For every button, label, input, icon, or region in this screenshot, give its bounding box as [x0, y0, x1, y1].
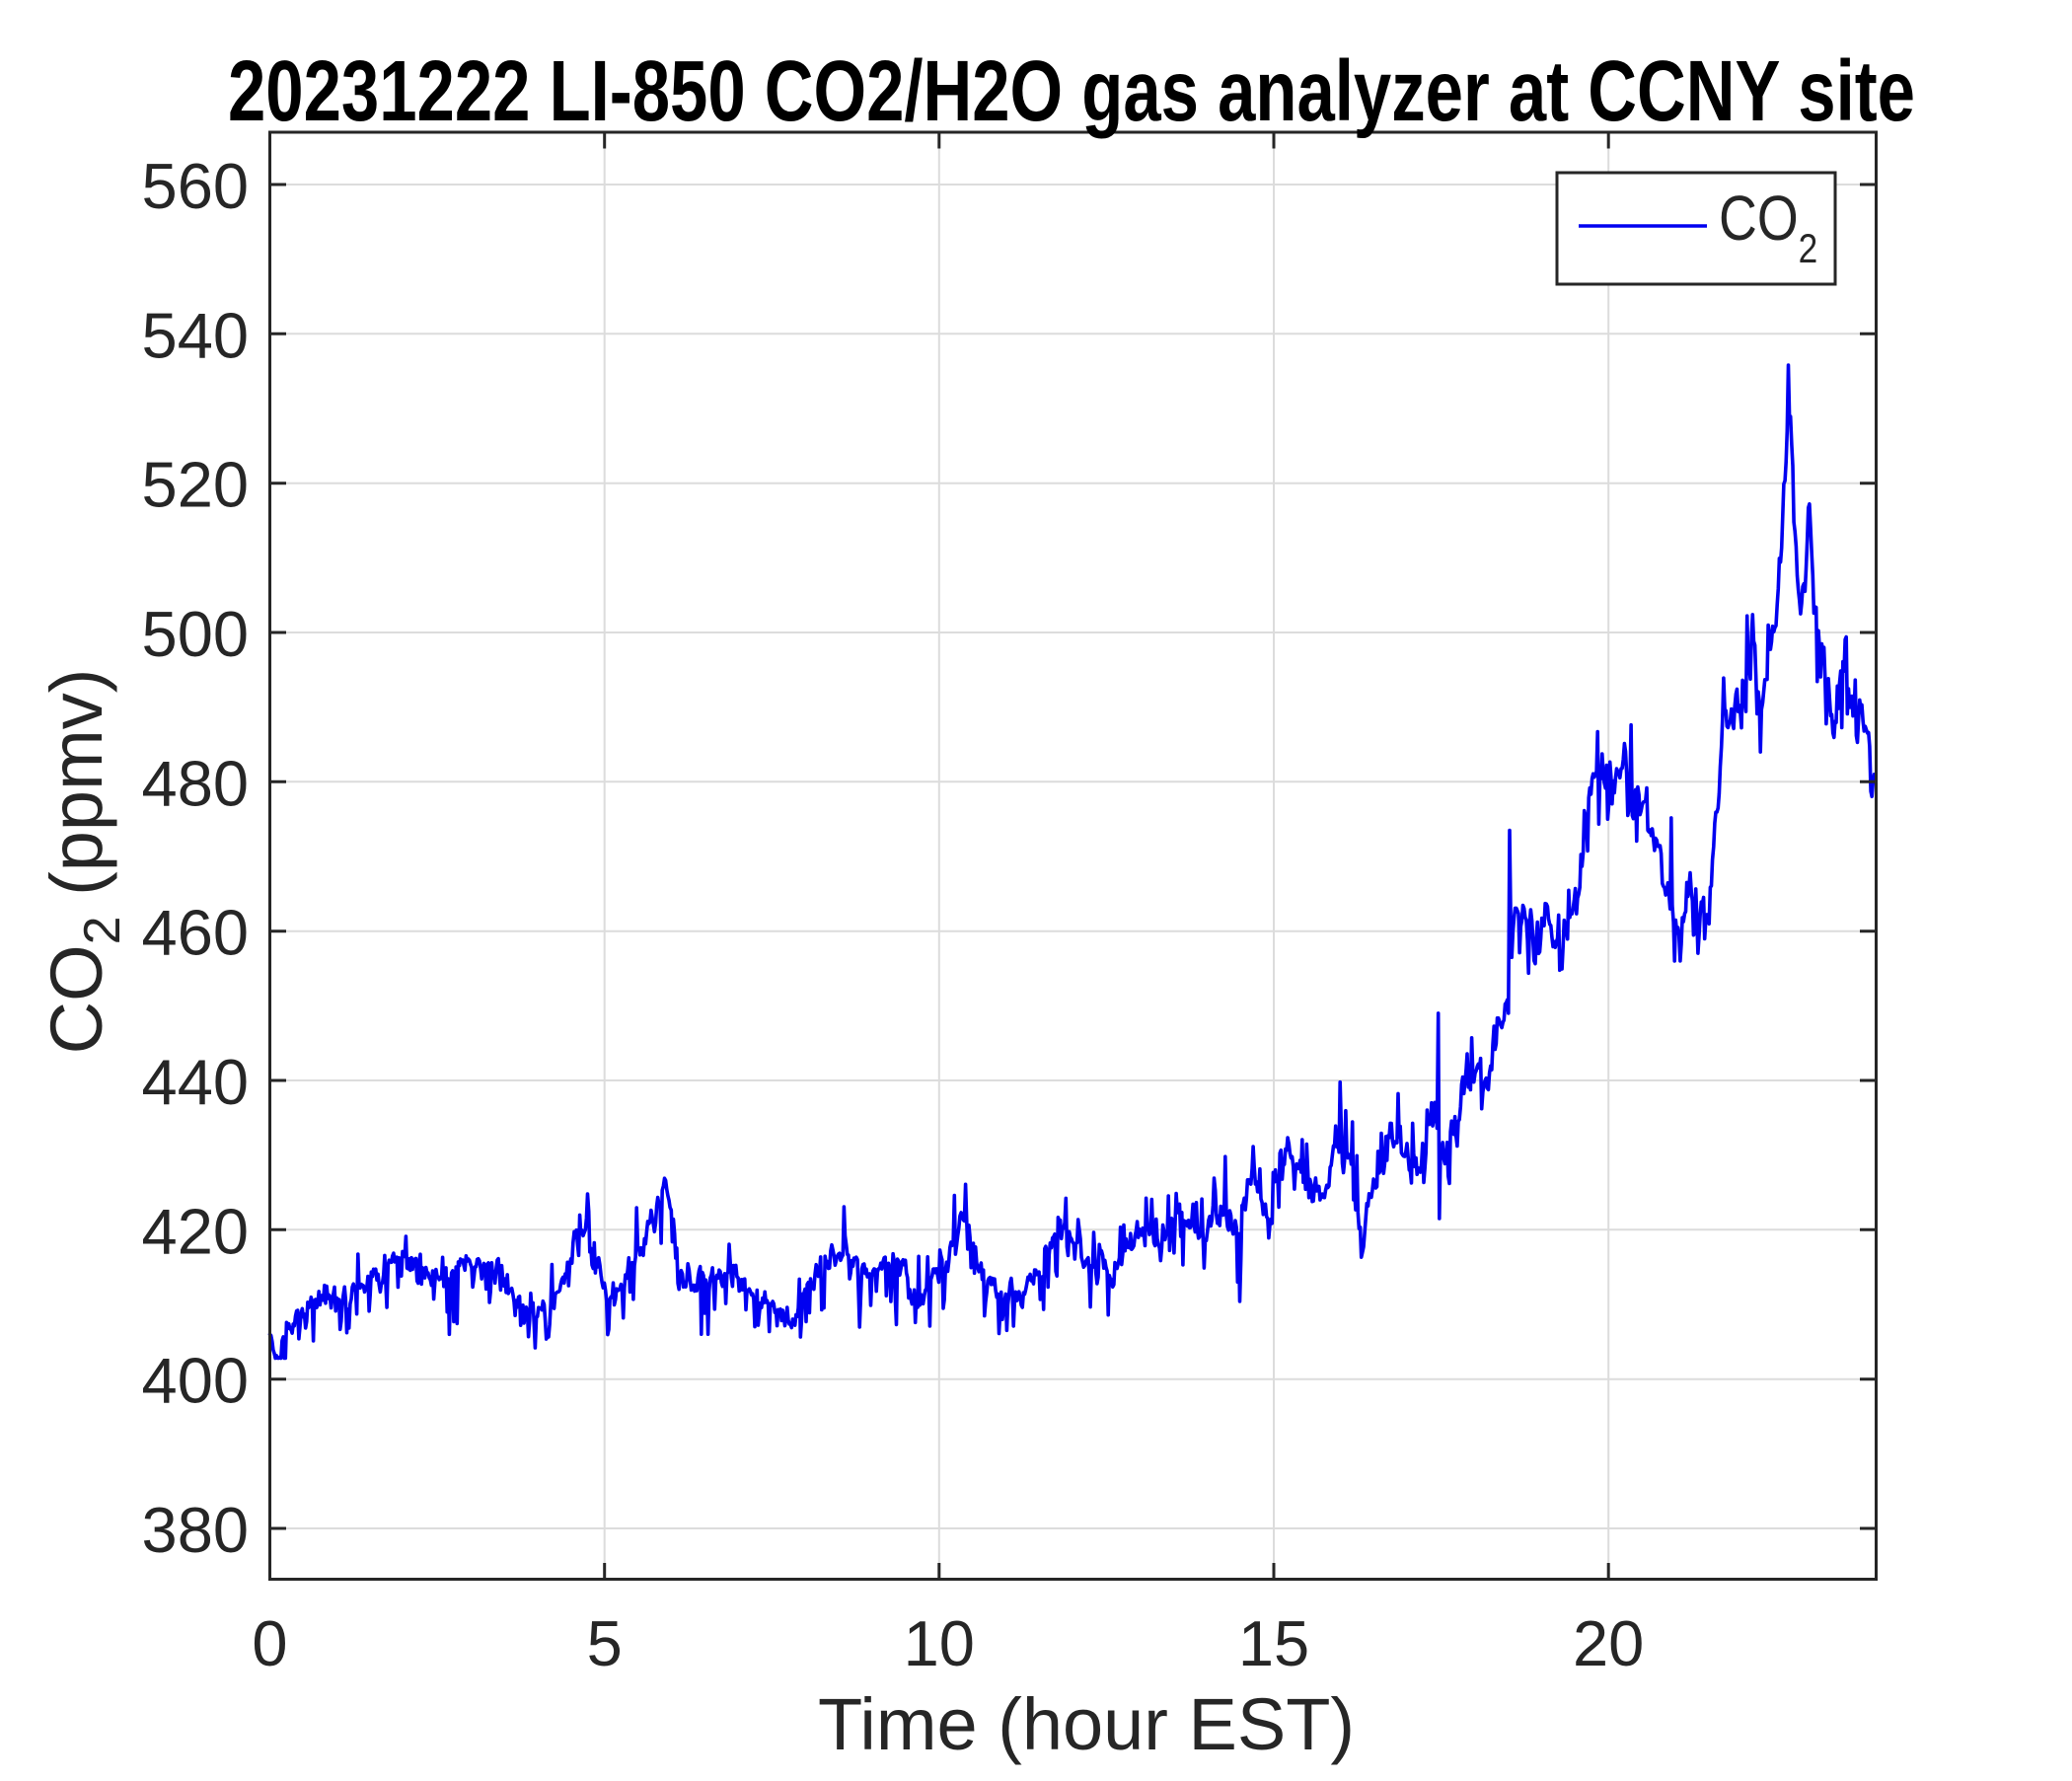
svg-text:500: 500 — [142, 598, 249, 670]
svg-text:520: 520 — [142, 449, 249, 521]
svg-text:460: 460 — [142, 897, 249, 969]
svg-text:Time (hour EST): Time (hour EST) — [818, 1683, 1355, 1765]
svg-text:10: 10 — [904, 1607, 975, 1679]
svg-text:400: 400 — [142, 1345, 249, 1417]
svg-text:15: 15 — [1238, 1607, 1309, 1679]
svg-text:420: 420 — [142, 1195, 249, 1267]
svg-text:0: 0 — [252, 1607, 287, 1679]
svg-text:480: 480 — [142, 747, 249, 819]
svg-text:440: 440 — [142, 1046, 249, 1118]
svg-text:20: 20 — [1573, 1607, 1644, 1679]
svg-text:CO2 (ppmv): CO2 (ppmv) — [36, 669, 131, 1055]
svg-text:540: 540 — [142, 299, 249, 371]
svg-text:380: 380 — [142, 1494, 249, 1566]
svg-text:5: 5 — [587, 1607, 623, 1679]
svg-text:20231222 LI-850 CO2/H2O gas an: 20231222 LI-850 CO2/H2O gas analyzer at … — [228, 43, 1915, 139]
svg-text:560: 560 — [142, 150, 249, 222]
